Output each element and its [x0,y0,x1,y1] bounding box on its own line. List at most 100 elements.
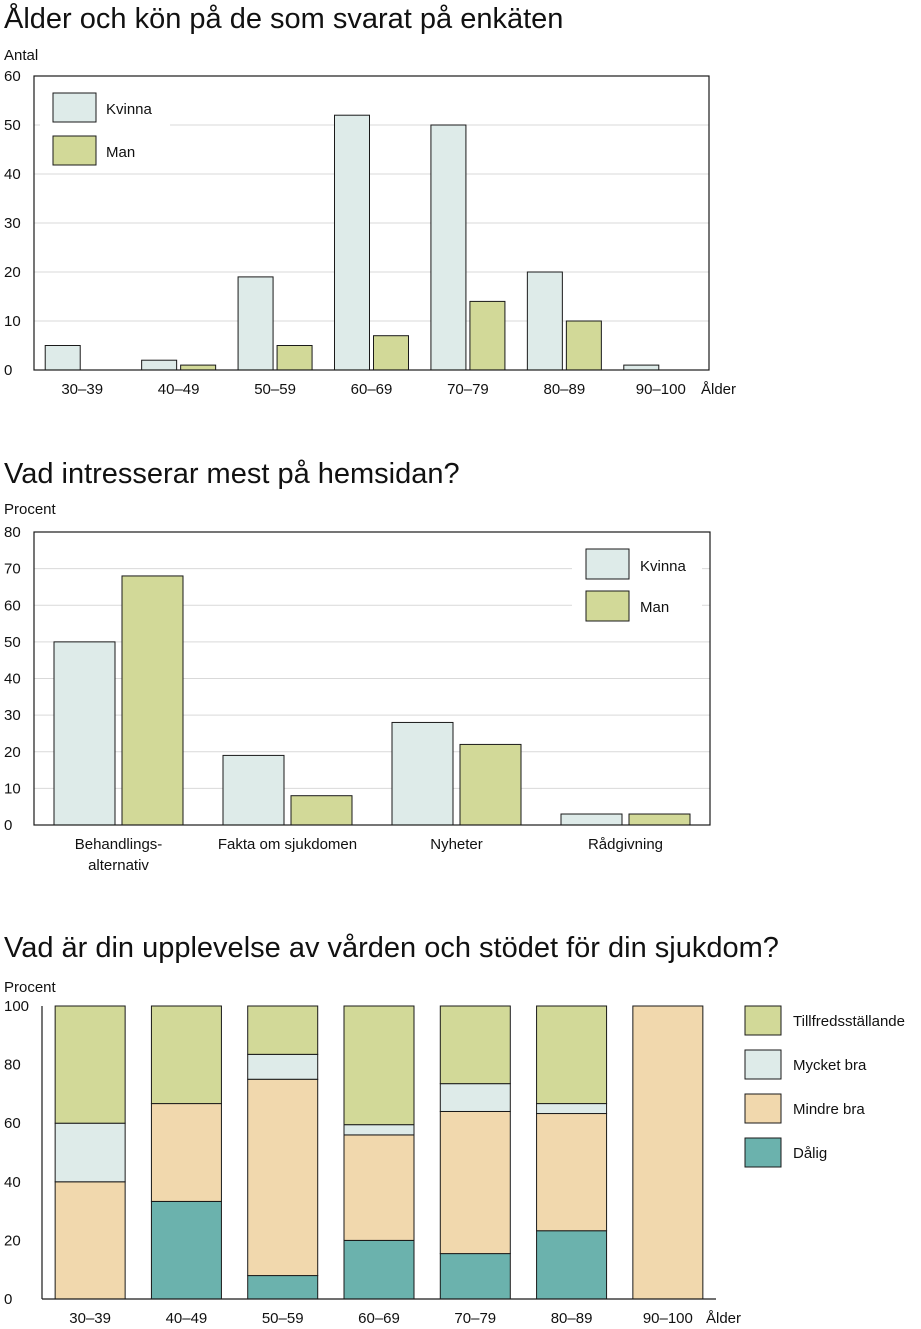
segment-dålig-5 [439,1253,511,1300]
bar-man-2 [180,364,217,371]
segment-mycket-bra-1 [54,1122,126,1183]
legend-swatch-man [52,135,97,166]
segment-dålig-2 [150,1200,222,1300]
x-tick-label: 40–49 [166,1310,208,1327]
x-tick-label: Rådgivning [588,836,663,853]
y-tick-label: 50 [4,117,21,134]
segment-mindre-bra-3 [247,1078,319,1277]
bar-kvinna-3 [391,721,454,826]
x-tick-label: 70–79 [447,381,489,398]
legend-label-dålig: Dålig [793,1145,827,1162]
bar-kvinna-2 [222,754,285,826]
x-axis-label: Ålder [706,1310,741,1327]
y-tick-label: 100 [4,998,29,1015]
x-tick-label: 90–100 [636,381,686,398]
y-tick-label: 0 [4,817,12,834]
segment-tillfredsställande-5 [439,1005,511,1085]
segment-mycket-bra-3 [247,1053,319,1080]
bar-kvinna-7 [623,364,660,371]
bar-kvinna-5 [430,124,467,371]
segment-dålig-6 [536,1230,608,1300]
segment-mindre-bra-6 [536,1113,608,1232]
x-tick-label: Fakta om sjukdomen [218,836,357,853]
chart-age-gender: Ålder och kön på de som svarat på enkäte… [4,2,736,398]
y-tick-label: 80 [4,1057,21,1074]
segment-tillfredsställande-1 [54,1005,126,1124]
segment-dålig-3 [247,1275,319,1300]
plot-frame [33,75,710,371]
bar-man-1 [121,575,184,826]
y-axis-label: Antal [4,47,38,64]
bar-man-4 [373,335,409,371]
chart-title: Ålder och kön på de som svarat på enkäte… [4,2,563,35]
legend-label-kvinna: Kvinna [640,558,687,575]
x-tick-label: 90–100 [643,1310,693,1327]
legend-swatch-dålig [744,1137,782,1168]
chart-title: Vad är din upplevelse av vården och stöd… [4,932,779,964]
segment-mycket-bra-4 [343,1124,415,1136]
y-tick-label: 40 [4,166,21,183]
bar-man-3 [276,345,313,371]
segment-mindre-bra-2 [150,1103,222,1202]
chart-care-experience: Vad är din upplevelse av vården och stöd… [4,932,905,1327]
y-tick-label: 0 [4,362,12,379]
segment-mindre-bra-5 [439,1110,511,1255]
segment-mycket-bra-5 [439,1083,511,1112]
y-tick-label: 0 [4,1291,12,1308]
bar-kvinna-4 [560,813,623,826]
segment-tillfredsställande-6 [536,1005,608,1105]
plot-frame [33,531,711,826]
x-tick-label: 60–69 [351,381,393,398]
y-tick-label: 70 [4,561,21,578]
y-axis-label: Procent [4,979,57,996]
segment-tillfredsställande-3 [247,1005,319,1055]
legend-label-mycket-bra: Mycket bra [793,1057,867,1074]
y-tick-label: 60 [4,1115,21,1132]
x-tick-label: 60–69 [358,1310,400,1327]
segment-dålig-4 [343,1239,415,1300]
y-tick-label: 10 [4,780,21,797]
x-tick-label: 50–59 [254,381,296,398]
x-tick-label: 70–79 [454,1310,496,1327]
segment-mycket-bra-6 [536,1103,608,1115]
legend-label-kvinna: Kvinna [106,101,153,118]
segment-mindre-bra-7 [632,1005,704,1300]
segment-mindre-bra-1 [54,1181,126,1300]
legend-swatch-kvinna [585,548,630,580]
bar-man-4 [628,813,691,826]
bar-man-6 [565,320,602,371]
legend-swatch-kvinna [52,92,97,123]
segment-tillfredsställande-4 [343,1005,415,1126]
legend-swatch-mindre-bra [744,1093,782,1124]
legend-label-tillfredsställande: Tillfredsställande [793,1013,905,1030]
legend-swatch-man [585,590,630,622]
x-tick-label: 80–89 [551,1310,593,1327]
bar-kvinna-2 [141,359,178,371]
x-tick-label: 50–59 [262,1310,304,1327]
bar-kvinna-4 [334,114,370,371]
y-tick-label: 30 [4,215,21,232]
x-tick-label: 30–39 [69,1310,111,1327]
y-tick-label: 20 [4,744,21,761]
x-tick-label: Behandlings-alternativ [75,836,163,874]
bar-man-3 [459,743,522,826]
legend-label-man: Man [106,144,135,161]
x-axis-label: Ålder [701,381,736,398]
x-tick-label: 80–89 [543,381,585,398]
y-tick-label: 60 [4,597,21,614]
x-tick-label: Nyheter [430,836,483,853]
y-tick-label: 80 [4,524,21,541]
y-tick-label: 20 [4,1232,21,1249]
bar-kvinna-6 [526,271,563,371]
x-tick-label: 40–49 [158,381,200,398]
segment-mindre-bra-4 [343,1134,415,1241]
y-tick-label: 60 [4,68,21,85]
y-tick-label: 10 [4,313,21,330]
bar-kvinna-1 [53,641,116,826]
chart-website-interest: Vad intresserar mest på hemsidan? Procen… [4,458,711,874]
bar-man-2 [290,795,353,826]
chart-title: Vad intresserar mest på hemsidan? [4,458,460,490]
y-tick-label: 30 [4,707,21,724]
x-tick-label: 30–39 [61,381,103,398]
